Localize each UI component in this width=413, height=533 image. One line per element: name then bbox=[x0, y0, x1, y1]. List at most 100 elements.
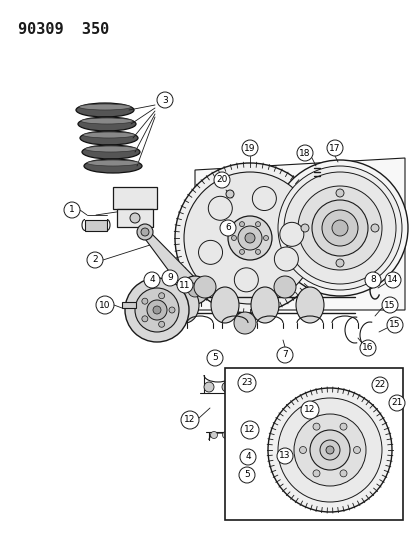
Text: 7: 7 bbox=[281, 351, 287, 359]
Ellipse shape bbox=[171, 287, 199, 323]
Circle shape bbox=[135, 288, 178, 332]
Circle shape bbox=[180, 276, 209, 304]
Bar bbox=[117, 209, 153, 227]
Circle shape bbox=[96, 296, 114, 314]
Circle shape bbox=[388, 395, 404, 411]
Circle shape bbox=[276, 347, 292, 363]
Circle shape bbox=[252, 187, 276, 211]
Circle shape bbox=[300, 401, 318, 419]
Text: 15: 15 bbox=[383, 301, 395, 310]
Circle shape bbox=[177, 277, 192, 293]
Circle shape bbox=[228, 216, 271, 260]
Ellipse shape bbox=[78, 117, 136, 131]
Circle shape bbox=[350, 375, 358, 383]
Circle shape bbox=[214, 172, 230, 188]
Circle shape bbox=[235, 387, 245, 397]
Circle shape bbox=[142, 316, 147, 322]
Circle shape bbox=[198, 240, 222, 264]
Circle shape bbox=[204, 382, 214, 392]
Circle shape bbox=[322, 377, 330, 385]
Circle shape bbox=[283, 172, 395, 284]
Ellipse shape bbox=[250, 287, 278, 323]
Text: 16: 16 bbox=[361, 343, 373, 352]
Circle shape bbox=[87, 252, 103, 268]
Circle shape bbox=[371, 377, 387, 393]
Circle shape bbox=[183, 172, 315, 304]
Circle shape bbox=[125, 278, 189, 342]
Text: 15: 15 bbox=[388, 320, 400, 329]
Bar bbox=[224, 368, 402, 520]
Circle shape bbox=[240, 421, 259, 439]
Circle shape bbox=[300, 224, 308, 232]
Circle shape bbox=[270, 441, 277, 448]
Circle shape bbox=[335, 189, 343, 197]
Circle shape bbox=[288, 382, 298, 392]
Circle shape bbox=[271, 382, 280, 392]
Text: 20: 20 bbox=[216, 175, 227, 184]
Circle shape bbox=[130, 213, 140, 223]
Circle shape bbox=[312, 423, 319, 430]
Ellipse shape bbox=[81, 118, 133, 124]
Circle shape bbox=[274, 247, 298, 271]
Text: 3: 3 bbox=[162, 95, 167, 104]
Ellipse shape bbox=[80, 131, 138, 145]
Text: 19: 19 bbox=[244, 143, 255, 152]
Text: 12: 12 bbox=[184, 416, 195, 424]
Circle shape bbox=[254, 387, 263, 397]
Circle shape bbox=[359, 340, 375, 356]
Text: 90309  350: 90309 350 bbox=[18, 22, 109, 37]
Circle shape bbox=[137, 224, 153, 240]
Circle shape bbox=[293, 414, 365, 486]
Circle shape bbox=[364, 272, 380, 288]
Bar bbox=[122, 302, 136, 308]
Ellipse shape bbox=[82, 145, 140, 159]
Ellipse shape bbox=[83, 132, 135, 138]
Circle shape bbox=[237, 374, 255, 392]
Circle shape bbox=[234, 268, 258, 292]
Circle shape bbox=[254, 437, 261, 443]
Ellipse shape bbox=[87, 160, 139, 166]
Text: 8: 8 bbox=[369, 276, 375, 285]
Circle shape bbox=[180, 411, 199, 429]
Text: 4: 4 bbox=[149, 276, 154, 285]
Circle shape bbox=[225, 190, 233, 198]
Circle shape bbox=[221, 382, 231, 392]
Circle shape bbox=[222, 432, 229, 439]
Circle shape bbox=[297, 186, 381, 270]
Circle shape bbox=[331, 220, 347, 236]
Circle shape bbox=[271, 160, 407, 296]
Ellipse shape bbox=[295, 287, 323, 323]
Circle shape bbox=[312, 470, 319, 477]
Text: 14: 14 bbox=[387, 276, 398, 285]
Circle shape bbox=[309, 430, 349, 470]
Circle shape bbox=[299, 447, 306, 454]
Circle shape bbox=[296, 145, 312, 161]
Circle shape bbox=[326, 140, 342, 156]
Circle shape bbox=[239, 249, 244, 254]
Bar bbox=[113, 187, 157, 209]
Text: 9: 9 bbox=[167, 273, 173, 282]
Circle shape bbox=[381, 297, 397, 313]
Circle shape bbox=[219, 220, 235, 236]
Circle shape bbox=[263, 236, 268, 240]
Ellipse shape bbox=[194, 276, 216, 298]
Circle shape bbox=[276, 448, 292, 464]
Circle shape bbox=[141, 228, 149, 236]
Text: 1: 1 bbox=[69, 206, 75, 214]
Text: 4: 4 bbox=[244, 453, 250, 462]
Text: 6: 6 bbox=[225, 223, 230, 232]
Circle shape bbox=[157, 92, 173, 108]
Text: 22: 22 bbox=[373, 381, 385, 390]
Circle shape bbox=[279, 222, 303, 246]
Bar bbox=[85, 220, 107, 231]
Ellipse shape bbox=[211, 287, 238, 323]
Ellipse shape bbox=[273, 276, 295, 298]
Circle shape bbox=[237, 226, 261, 250]
Circle shape bbox=[353, 447, 360, 454]
Text: 10: 10 bbox=[99, 301, 111, 310]
Circle shape bbox=[161, 270, 178, 286]
Ellipse shape bbox=[233, 312, 255, 334]
Circle shape bbox=[325, 446, 333, 454]
Circle shape bbox=[144, 272, 159, 288]
Text: 12: 12 bbox=[244, 425, 255, 434]
